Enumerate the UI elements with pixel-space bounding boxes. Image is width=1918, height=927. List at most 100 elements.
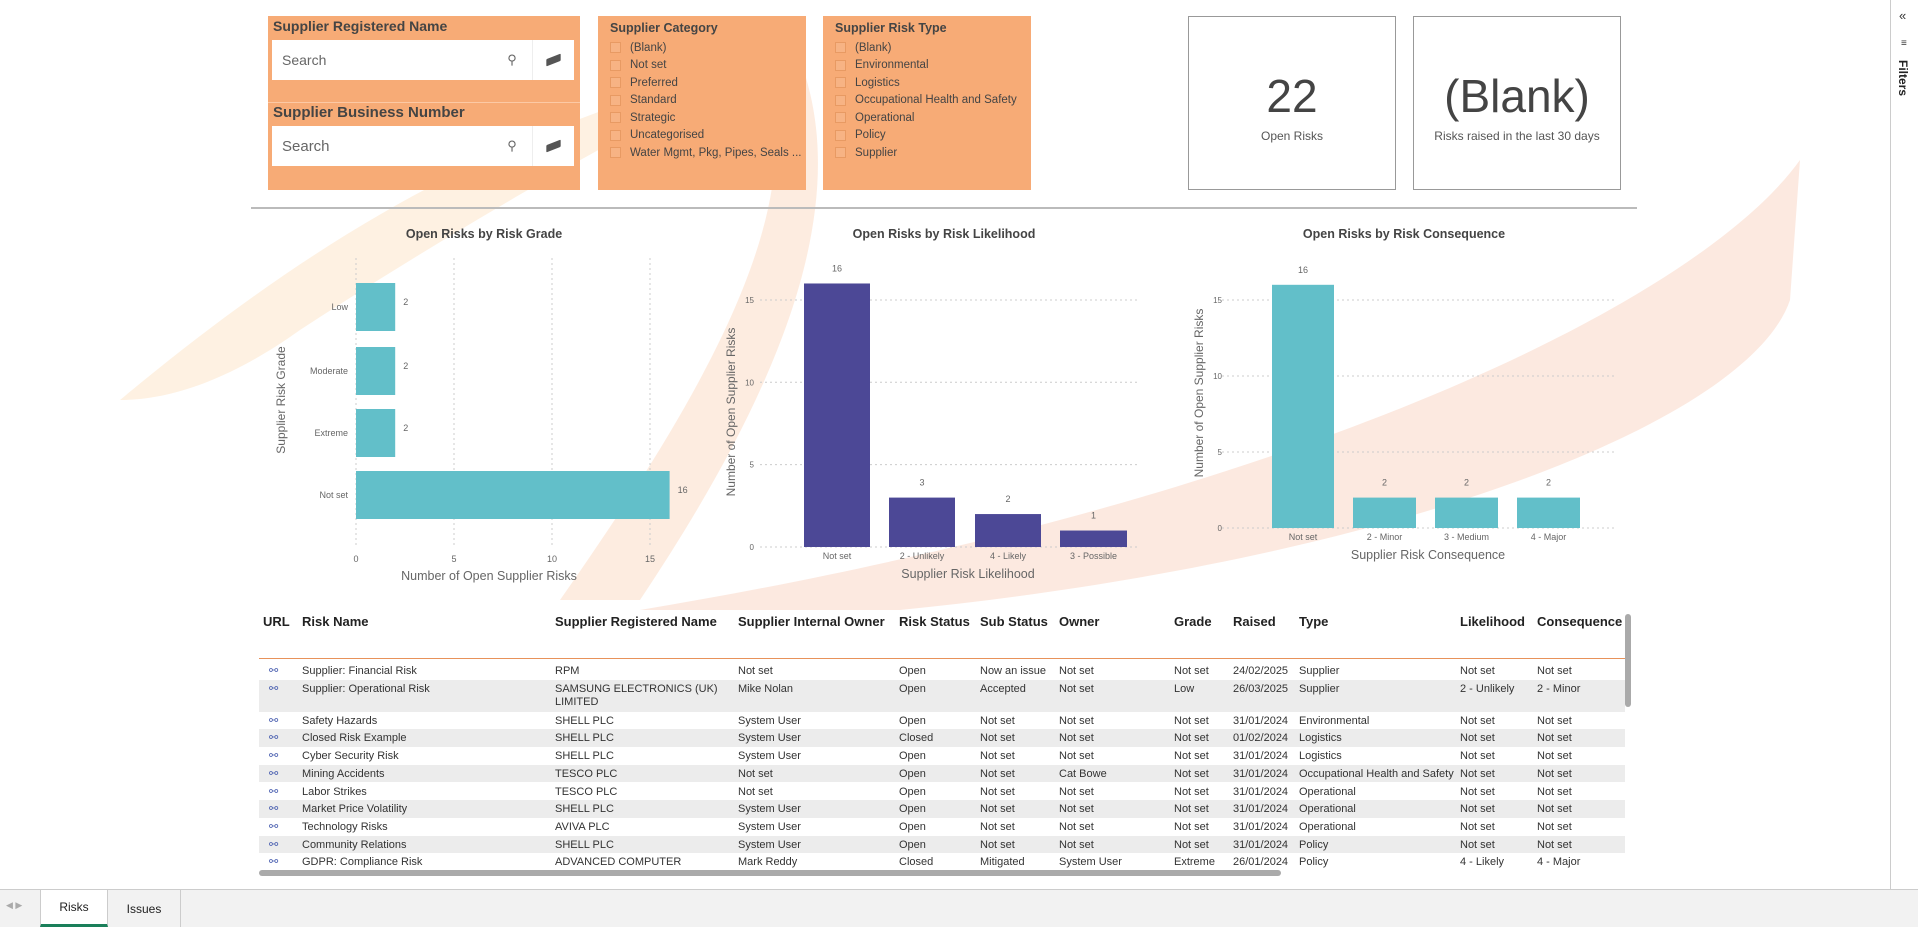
table-cell: Not set [1174, 750, 1209, 763]
checkbox[interactable] [610, 77, 621, 89]
bar[interactable] [1272, 284, 1334, 528]
eraser-icon[interactable] [532, 40, 574, 80]
checkbox[interactable] [835, 129, 846, 141]
column-header[interactable]: Supplier Internal Owner [738, 614, 885, 629]
checkbox[interactable] [835, 42, 846, 54]
column-header[interactable]: Risk Status [899, 614, 970, 629]
filters-pane[interactable]: « ≡ Filters [1890, 0, 1918, 889]
filter-option[interactable]: Not set [610, 57, 802, 75]
link-icon[interactable]: ⚯ [269, 750, 279, 763]
checkbox[interactable] [835, 147, 846, 159]
bar[interactable] [1517, 497, 1580, 528]
search-icon[interactable]: ⚲ [507, 138, 517, 153]
filter-option[interactable]: Uncategorised [610, 127, 802, 145]
checkbox[interactable] [835, 94, 846, 106]
filter-option[interactable]: Occupational Health and Safety [835, 92, 1017, 110]
table-row[interactable]: ⚯ Technology Risks AVIVA PLC System User Ope… [259, 818, 1625, 836]
table-cell: Mitigated [980, 856, 1025, 869]
bar[interactable] [1435, 497, 1498, 528]
table-cell: GDPR: Compliance Risk [302, 856, 423, 869]
tab-risks[interactable]: Risks [40, 890, 108, 927]
x-tick-label: 3 - Medium [1444, 532, 1489, 542]
table-row[interactable]: ⚯ Supplier: Financial Risk RPM Not set Open N… [259, 662, 1625, 680]
filter-option[interactable]: Preferred [610, 74, 802, 92]
checkbox[interactable] [610, 59, 621, 71]
filter-option[interactable]: (Blank) [835, 39, 1017, 57]
column-header[interactable]: Likelihood [1460, 614, 1525, 629]
filter-option[interactable]: Logistics [835, 74, 1017, 92]
bar[interactable] [889, 497, 955, 547]
table-row[interactable]: ⚯ Safety Hazards SHELL PLC System User Open N… [259, 712, 1625, 730]
link-icon[interactable]: ⚯ [269, 856, 279, 869]
link-icon[interactable]: ⚯ [269, 820, 279, 833]
checkbox[interactable] [610, 147, 621, 159]
bar[interactable] [356, 471, 670, 519]
filter-option[interactable]: (Blank) [610, 39, 802, 57]
filter-option[interactable]: Environmental [835, 57, 1017, 75]
bar[interactable] [356, 409, 396, 457]
data-label: 2 [1546, 478, 1551, 488]
bar[interactable] [1060, 530, 1127, 547]
registered-name-search[interactable]: Search ⚲ [272, 40, 574, 80]
tab-issues[interactable]: Issues [108, 890, 181, 927]
bar[interactable] [1353, 497, 1416, 528]
checkbox[interactable] [835, 59, 846, 71]
business-number-search[interactable]: Search ⚲ [272, 126, 574, 166]
tab-nav-arrows[interactable]: ◀ ▶ [6, 900, 23, 910]
search-icon[interactable]: ⚲ [507, 52, 517, 67]
table-row[interactable]: ⚯ Mining Accidents TESCO PLC Not set Open Not… [259, 764, 1625, 783]
table-cell: Not set [980, 803, 1015, 816]
column-header[interactable]: Supplier Registered Name [555, 614, 717, 629]
column-header[interactable]: URL [263, 614, 290, 629]
column-header[interactable]: Consequence [1537, 614, 1623, 629]
bar[interactable] [804, 283, 870, 547]
table-row[interactable]: ⚯ Labor Strikes TESCO PLC Not set Open Not se… [259, 783, 1625, 801]
filter-option[interactable]: Strategic [610, 109, 802, 127]
checkbox[interactable] [610, 42, 621, 54]
checkbox[interactable] [835, 112, 846, 124]
kpi-label: Open Risks [1260, 129, 1324, 143]
column-header[interactable]: Sub Status [980, 614, 1048, 629]
filter-option[interactable]: Operational [835, 109, 1017, 127]
link-icon[interactable]: ⚯ [269, 665, 279, 677]
checkbox[interactable] [610, 94, 621, 106]
link-icon[interactable]: ⚯ [269, 838, 279, 851]
table-row[interactable]: ⚯ Cyber Security Risk SHELL PLC System User… [259, 747, 1625, 765]
bar[interactable] [356, 347, 396, 395]
bar[interactable] [975, 514, 1041, 547]
table-row[interactable]: ⚯ Community Relations SHELL PLC System User… [259, 835, 1625, 854]
table-cell: TESCO PLC [555, 785, 618, 798]
link-icon[interactable]: ⚯ [269, 682, 279, 695]
column-header[interactable]: Owner [1059, 614, 1100, 629]
search-input[interactable]: Search [282, 137, 330, 155]
table-cell: Policy [1299, 838, 1329, 851]
table-horizontal-scrollbar[interactable] [259, 870, 1281, 876]
filter-option[interactable]: Supplier [835, 144, 1017, 162]
column-header[interactable]: Grade [1174, 614, 1212, 629]
table-row[interactable]: ⚯ Market Price Volatility SHELL PLC System … [259, 800, 1625, 818]
double-chevron-left-icon[interactable]: « [1899, 8, 1907, 23]
link-icon[interactable]: ⚯ [269, 714, 279, 727]
column-header[interactable]: Risk Name [302, 614, 369, 629]
search-input[interactable]: Search [282, 52, 327, 68]
link-icon[interactable]: ⚯ [269, 785, 279, 798]
link-icon[interactable]: ⚯ [269, 767, 279, 780]
filter-option[interactable]: Water Mgmt, Pkg, Pipes, Seals ... [610, 144, 802, 162]
eraser-icon[interactable] [532, 126, 574, 166]
bar[interactable] [356, 283, 396, 331]
table-row[interactable]: ⚯ Closed Risk Example SHELL PLC System User… [259, 729, 1625, 748]
table-row[interactable]: ⚯ GDPR: Compliance Risk ADVANCED COMPUTER … [259, 853, 1625, 870]
filter-option[interactable]: Standard [610, 92, 802, 110]
link-icon[interactable]: ⚯ [269, 732, 279, 745]
checkbox[interactable] [610, 129, 621, 141]
checkbox[interactable] [835, 77, 846, 89]
column-header[interactable]: Raised [1233, 614, 1276, 629]
table-row[interactable]: ⚯ Supplier: Operational Risk SAMSUNG ELECT… [259, 679, 1625, 712]
column-header[interactable]: Type [1299, 614, 1329, 629]
table-vertical-scrollbar[interactable] [1625, 614, 1631, 707]
checkbox[interactable] [610, 112, 621, 124]
page-tabs: ◀ ▶ Risks Issues [0, 889, 1918, 927]
filters-label[interactable]: Filters [1896, 60, 1910, 97]
link-icon[interactable]: ⚯ [269, 803, 279, 816]
filter-option[interactable]: Policy [835, 127, 1017, 145]
